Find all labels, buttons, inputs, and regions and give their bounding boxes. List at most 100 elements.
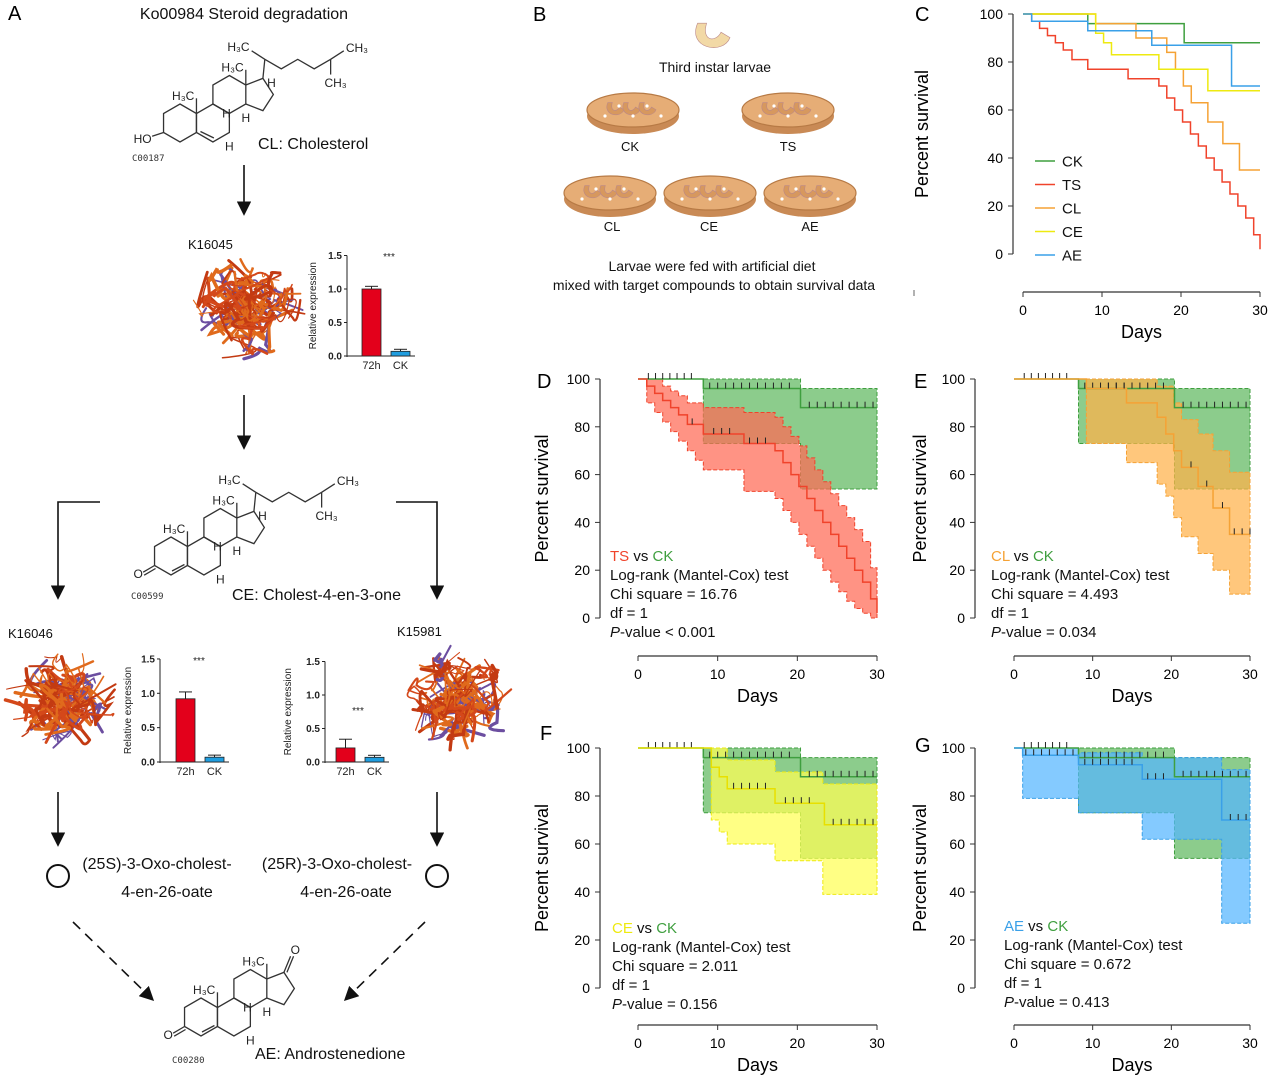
atom-label: CH₃ [337,474,359,488]
protein-ribbon [225,302,260,325]
diet-dot [708,197,712,201]
caption-line-2: mixed with target compounds to obtain su… [553,277,875,293]
comparison-control: CK [1047,918,1068,935]
comparison-treatment: AE [1004,918,1024,935]
y-tick-label: 0.5 [328,318,342,329]
enzyme-label-k16046: K16046 [8,626,53,641]
y-tick-label: 0 [957,980,965,996]
diet-dot [722,187,726,191]
bond [286,955,295,973]
diet-dot [608,197,612,201]
x-axis-label: Days [1121,322,1162,342]
bar-ck [204,756,225,763]
protein-ribbon [237,301,263,320]
y-axis-label: Percent survival [910,434,930,562]
diet-dot [645,104,649,108]
dish-label-cl: CL [604,219,621,234]
x-axis-label: Days [737,1055,778,1075]
y-tick-label: 40 [987,150,1003,166]
x-tick-label: CK [207,766,223,778]
y-tick-label: 0.5 [141,723,155,734]
diet-dot [659,114,663,118]
diet-dot [808,197,812,201]
x-tick-label: 10 [1094,302,1110,318]
x-tick-label: 0 [634,666,642,682]
x-tick-label: 72h [336,766,354,778]
y-tick-label: 20 [987,198,1003,214]
degrees-of-freedom: df = 1 [991,605,1029,622]
x-tick-label: 30 [869,666,885,682]
bar-chart-a-k16045: 0.0 0.5 1.0 1.5 72h CK Relative expression *** [308,251,415,372]
dashed-arrow-icon [343,921,426,1002]
p-value: P-value = 0.413 [1004,994,1110,1011]
atom-label: CH₃ [324,76,346,90]
test-name: Log-rank (Mantel-Cox) test [612,939,791,956]
protein-ribbon [238,271,272,291]
legend-label-ck: CK [1062,154,1083,171]
significance-marker: *** [193,656,205,667]
protein-ribbon [432,705,453,727]
atom-label: H₃C [163,522,186,536]
y-tick-label: 80 [987,54,1003,70]
bond [143,567,156,576]
protein-ribbon [28,665,56,708]
p-value: P-value = 0.034 [991,624,1097,641]
atom-label: O [133,567,142,581]
protein-ribbon [267,297,302,322]
bar-72h [335,747,356,763]
protein-ribbon [419,658,452,677]
atom-label: O [163,1028,172,1042]
confidence-band-ce [638,747,878,895]
protein-ribbon [487,663,499,710]
dish-label-ts: TS [780,139,797,154]
ring [266,971,296,1006]
comparison-treatment: TS [610,548,629,565]
larva-illustration [695,22,731,48]
atom-label: H₃C [221,61,244,75]
larva-icon [715,185,734,199]
legend-label-ce: CE [1062,224,1083,241]
bond [330,50,345,60]
petri-dish-ts [741,92,835,134]
pathway-arrows [50,165,445,1002]
arrow-down-icon [50,501,100,600]
larva-icon [695,22,731,48]
degrees-of-freedom: df = 1 [1004,975,1042,992]
x-tick-label: 72h [176,766,194,778]
compound-id-cholesterol: C00187 [132,154,165,164]
atom-label: H [243,1000,252,1014]
diet-dot [780,197,784,201]
p-symbol: P [612,996,622,1013]
protein-structure-k15981 [406,644,513,752]
diet-dot [836,197,840,201]
bond [242,483,257,493]
chi-square: Chi square = 0.672 [1004,956,1131,973]
atom-label: H₃C [227,40,250,54]
ring [153,536,189,576]
y-tick-label: 0 [582,980,590,996]
y-axis-label: Relative expression [123,667,134,754]
y-tick-label: 40 [574,514,590,530]
legend-label-ae: AE [1062,248,1082,265]
atom-label: H [262,1005,271,1019]
diet-dot [786,114,790,118]
compound-id-cholestenone: C00599 [131,592,164,602]
y-tick-label: 80 [574,419,590,435]
bond [200,130,215,139]
protein-ribbon [21,707,63,738]
protein-ribbon [219,288,246,342]
diet-dot [736,197,740,201]
bond [262,59,266,79]
larva-icon [799,185,818,199]
survival-curve-ce [1023,13,1260,92]
y-tick-label: 1.5 [306,657,320,668]
protein-ribbon [433,661,459,678]
bond [173,1028,186,1037]
y-axis-label: Relative expression [308,262,319,349]
comparison-vs: vs [629,548,652,565]
x-tick-label: 30 [1242,1035,1258,1051]
significance-marker: *** [383,252,395,263]
protein-ribbon [201,286,242,311]
side-chain [264,58,331,70]
y-tick-label: 20 [574,562,590,578]
